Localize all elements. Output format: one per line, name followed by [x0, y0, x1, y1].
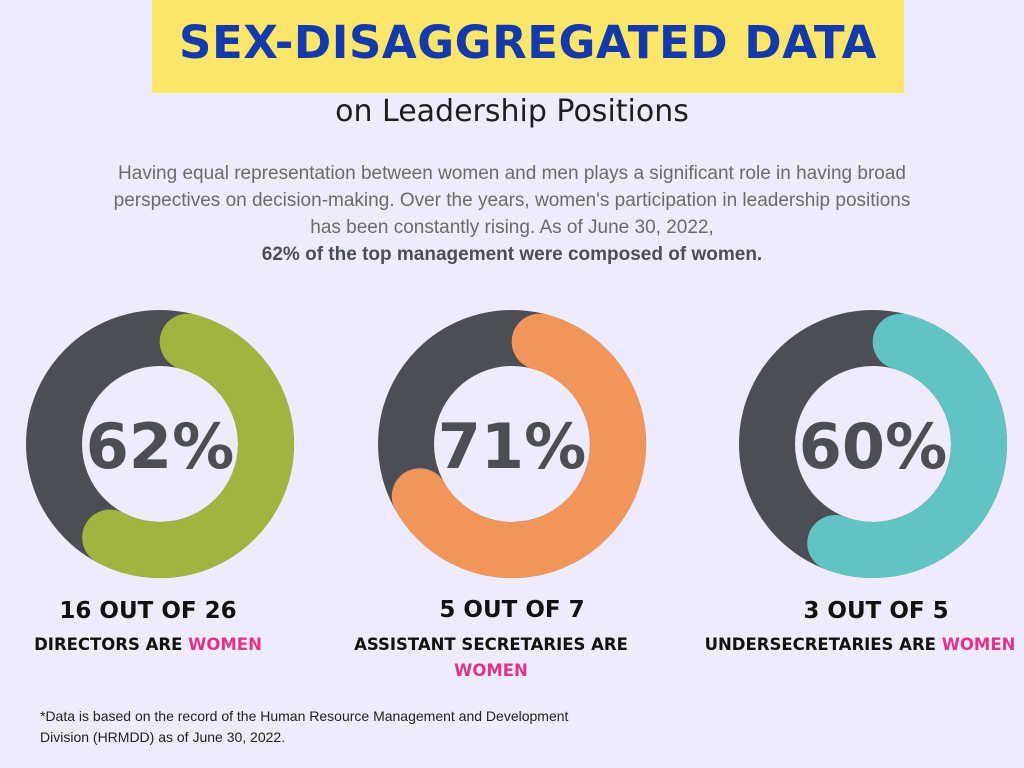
women-label: WOMEN — [941, 635, 1016, 654]
page-subtitle: on Leadership Positions — [335, 94, 689, 129]
donut-women-arc — [807, 313, 1007, 578]
women-label: WOMEN — [188, 635, 262, 654]
count-label-directors: 16 OUT OF 26 — [59, 598, 237, 624]
donut-women-arc — [391, 313, 646, 578]
count-label-assistant-secretaries: 5 OUT OF 7 — [439, 597, 585, 623]
women-label: WOMEN — [454, 661, 528, 680]
page-title: SEX-DISAGGREGATED DATA — [179, 16, 877, 69]
title-banner: SEX-DISAGGREGATED DATA — [152, 0, 904, 93]
caption-undersecretaries: UNDERSECRETARIES ARE WOMEN — [690, 632, 1024, 658]
donut-women-arc — [82, 313, 294, 578]
percent-label: 62% — [86, 410, 234, 483]
count-label-undersecretaries: 3 OUT OF 5 — [803, 598, 949, 624]
caption-text: UNDERSECRETARIES ARE — [704, 635, 936, 654]
percent-label: 71% — [438, 410, 586, 483]
intro-text: Having equal representation between wome… — [113, 163, 911, 238]
caption-text: DIRECTORS ARE — [34, 635, 183, 654]
caption-directors: DIRECTORS ARE WOMEN — [0, 632, 318, 658]
donut-chart-undersecretaries: 60% — [739, 310, 1007, 578]
donut-chart-directors: 62% — [26, 310, 294, 578]
caption-text: ASSISTANT SECRETARIES ARE — [354, 635, 628, 654]
footnote: *Data is based on the record of the Huma… — [40, 708, 569, 745]
caption-assistant-secretaries: ASSISTANT SECRETARIES ARE WOMEN — [321, 632, 661, 684]
donut-chart-assistant-secretaries: 71% — [378, 310, 646, 578]
intro-highlight: 62% of the top management were composed … — [261, 244, 763, 265]
percent-label: 60% — [799, 410, 947, 483]
intro-paragraph: Having equal representation between wome… — [106, 160, 918, 268]
